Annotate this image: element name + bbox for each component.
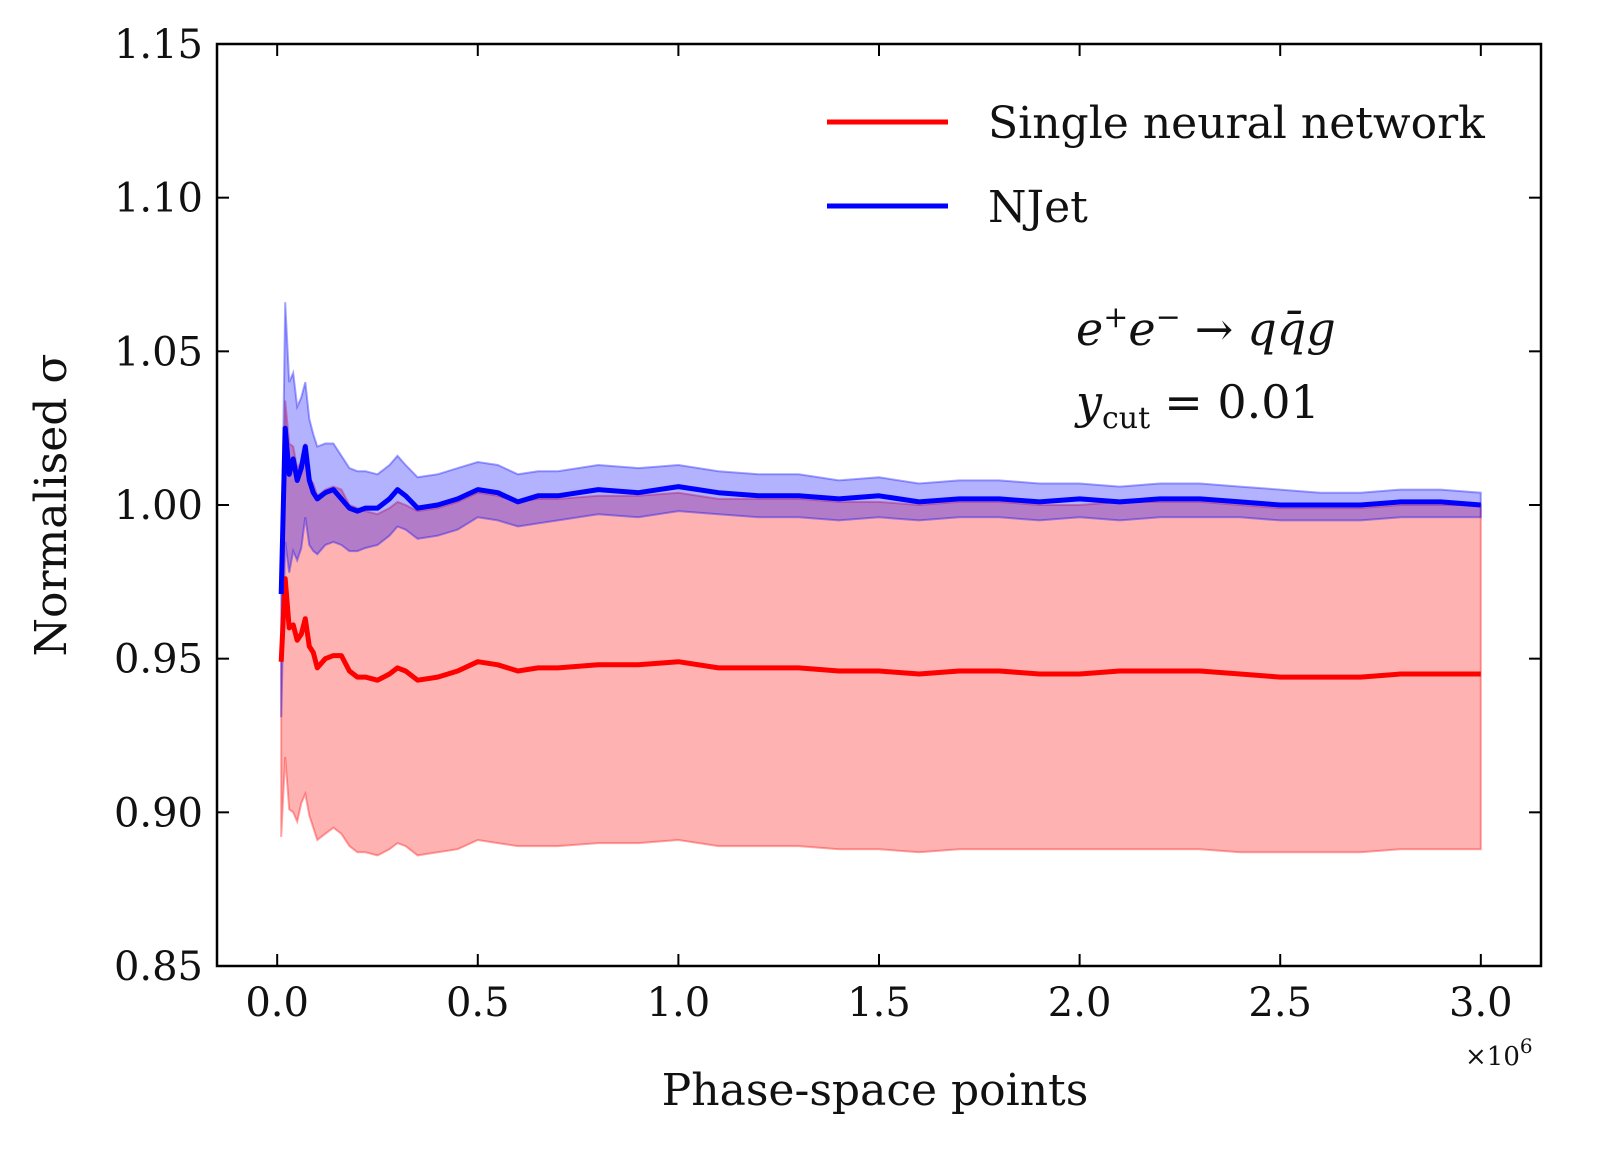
y-tick-label: 1.15 [114,22,203,68]
x-tick-label: 2.5 [1248,980,1312,1026]
y-tick-label: 1.05 [114,329,203,375]
ycut-label: ycut = 0.01 [1074,375,1320,436]
y-axis-title: Normalised σ [26,354,77,657]
x-axis-offset-label: ×106 [1465,1034,1533,1072]
process-label: e+e− → qq̄g [1076,300,1336,356]
legend-label-single-nn: Single neural network [988,98,1485,149]
x-tick-label: 1.0 [647,980,711,1026]
x-tick-label: 2.0 [1048,980,1112,1026]
y-tick-label: 1.10 [114,176,203,222]
y-tick-label: 0.85 [114,944,203,990]
band-single-nn [280,400,1482,857]
legend: Single neural network NJet [827,98,1485,233]
series-lines [278,425,1481,683]
x-tick-label: 0.0 [245,980,309,1026]
y-tick-label: 0.95 [114,637,203,683]
x-axis-ticks: 0.0 0.5 1.0 1.5 2.0 2.5 3.0 [245,44,1513,1026]
legend-label-njet: NJet [988,182,1088,233]
process-annotation: e+e− → qq̄g ycut = 0.01 [1074,300,1336,436]
line-single-nn [278,576,1481,683]
band-njet [280,302,1482,718]
y-tick-label: 1.00 [114,483,203,529]
x-axis-title: Phase-space points [662,1065,1089,1116]
confidence-bands [280,302,1482,857]
x-tick-label: 3.0 [1449,980,1513,1026]
y-axis-ticks: 0.85 0.90 0.95 1.00 1.05 1.10 1.15 [114,22,1541,990]
x-tick-label: 1.5 [847,980,911,1026]
x-tick-label: 0.5 [446,980,510,1026]
y-tick-label: 0.90 [114,790,203,836]
line-njet [278,425,1481,595]
